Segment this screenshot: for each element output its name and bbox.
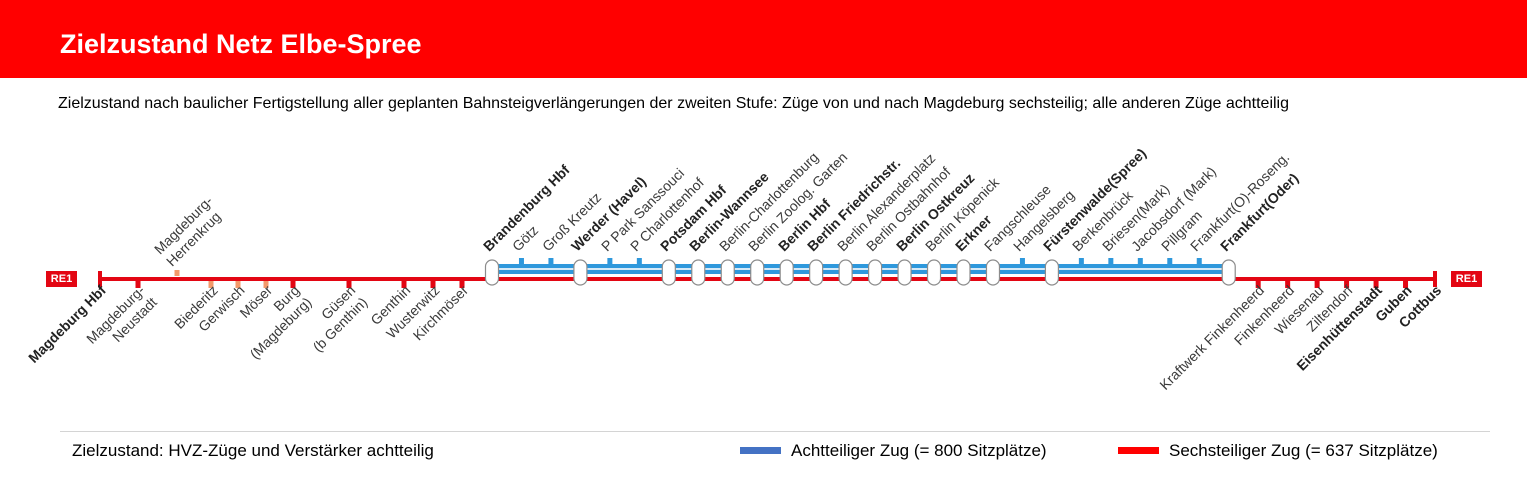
legend-label-six-car: Sechsteiliger Zug (= 637 Sitzplätze) (1169, 441, 1438, 460)
legend-label-eight-car: Achtteiliger Zug (= 800 Sitzplätze) (791, 441, 1047, 460)
stop-tick-marker-guben (1403, 281, 1409, 288)
stop-tick-marker-wiesenau (1314, 281, 1320, 288)
terminal-marker-cottbus (1433, 271, 1437, 287)
stop-tick-marker-pillgram (1167, 258, 1173, 264)
platform-marker-frankfurt-oder (1221, 259, 1236, 286)
stop-tick-marker-frankfurt-o-roseng (1196, 258, 1202, 264)
platform-marker-berlin-hbf (779, 259, 794, 286)
stop-tick-marker-magdeburg-neustadt (135, 281, 141, 288)
stop-tick-marker-briesen-mark (1108, 258, 1114, 264)
stop-tick-marker-finkenheerd (1285, 281, 1291, 288)
station-label-magdeburg-herrenkrug: Magdeburg- Herrenkrug (150, 192, 224, 270)
platform-marker-fangschleuse (985, 259, 1001, 286)
platform-marker-berlin-zoolog-garten (750, 259, 765, 286)
subtitle: Zielzustand nach baulicher Fertigstellun… (58, 95, 1290, 112)
stop-tick-marker-kirchmoser (459, 281, 465, 288)
legend-item-six-car: Sechsteiliger Zug (= 637 Sitzplätze) (1118, 441, 1478, 461)
platform-marker-berlin-wannsee (691, 259, 706, 286)
page-title: Zielzustand Netz Elbe-Spree (60, 29, 422, 59)
stop-tick-marker-burg-magdeburg (290, 281, 296, 288)
terminal-marker-magdeburg-hbf (98, 271, 102, 287)
line-badge-right: RE1 (1451, 271, 1482, 287)
station-label-gusen-b-genthin: Güsen (b Genthin) (309, 282, 371, 355)
platform-marker-furstenwalde-spree (1044, 259, 1060, 286)
stop-tick-marker-genthin (401, 281, 407, 288)
stop-tick-marker-wusterwitz (430, 281, 436, 288)
six-car-line (100, 277, 1435, 281)
platform-marker-werder-havel (573, 259, 588, 286)
platform-marker-berlin-charlottenburg (720, 259, 735, 286)
eight-car-line-centre-stripe (492, 268, 1229, 270)
stop-tick-marker-eisenhuttenstadt (1373, 281, 1379, 288)
platform-marker-brandenburg-hbf (484, 259, 500, 286)
divider (60, 431, 1490, 432)
legend-swatch-eight-car (740, 447, 781, 454)
legend-item-eight-car: Achtteiliger Zug (= 800 Sitzplätze) (740, 441, 1100, 461)
legend-swatch-six-car (1118, 447, 1159, 454)
stop-tick-marker-biederitz (208, 281, 214, 288)
stop-tick-marker-gerwisch (235, 281, 241, 288)
platform-marker-berlin-ostbahnhof (867, 259, 883, 286)
stop-tick-marker-gotz (518, 258, 524, 264)
platform-marker-berlin-kopenick (926, 259, 942, 286)
stop-tick-marker-magdeburg-herrenkrug (174, 270, 180, 276)
stop-tick-marker-p-park-sanssouci (607, 258, 613, 264)
line-badge-left: RE1 (46, 271, 77, 287)
stop-tick-marker-jacobsdorf-mark (1137, 258, 1143, 264)
platform-marker-berlin-friedrichstr (809, 259, 824, 286)
platform-marker-erkner (956, 259, 971, 286)
stop-tick-marker-hangelsberg (1019, 258, 1025, 264)
stop-tick-marker-gross-kreutz (548, 258, 554, 264)
platform-marker-berlin-ostkreuz (897, 259, 912, 286)
stop-tick-marker-gusen-b-genthin (346, 281, 352, 288)
footer-note: Zielzustand: HVZ-Züge und Verstärker ach… (72, 441, 434, 460)
platform-marker-berlin-alexanderplatz (838, 259, 853, 286)
stop-tick-marker-moser (263, 281, 269, 288)
stop-tick-marker-berkenbruck (1078, 258, 1084, 264)
stop-tick-marker-ziltendorf (1344, 281, 1350, 288)
stop-tick-marker-p-charlottenhof (636, 258, 642, 264)
stop-tick-marker-kraftwerk-finkenheerd (1255, 281, 1261, 288)
platform-marker-potsdam-hbf (661, 259, 676, 286)
header-banner: Zielzustand Netz Elbe-Spree (0, 0, 1527, 78)
